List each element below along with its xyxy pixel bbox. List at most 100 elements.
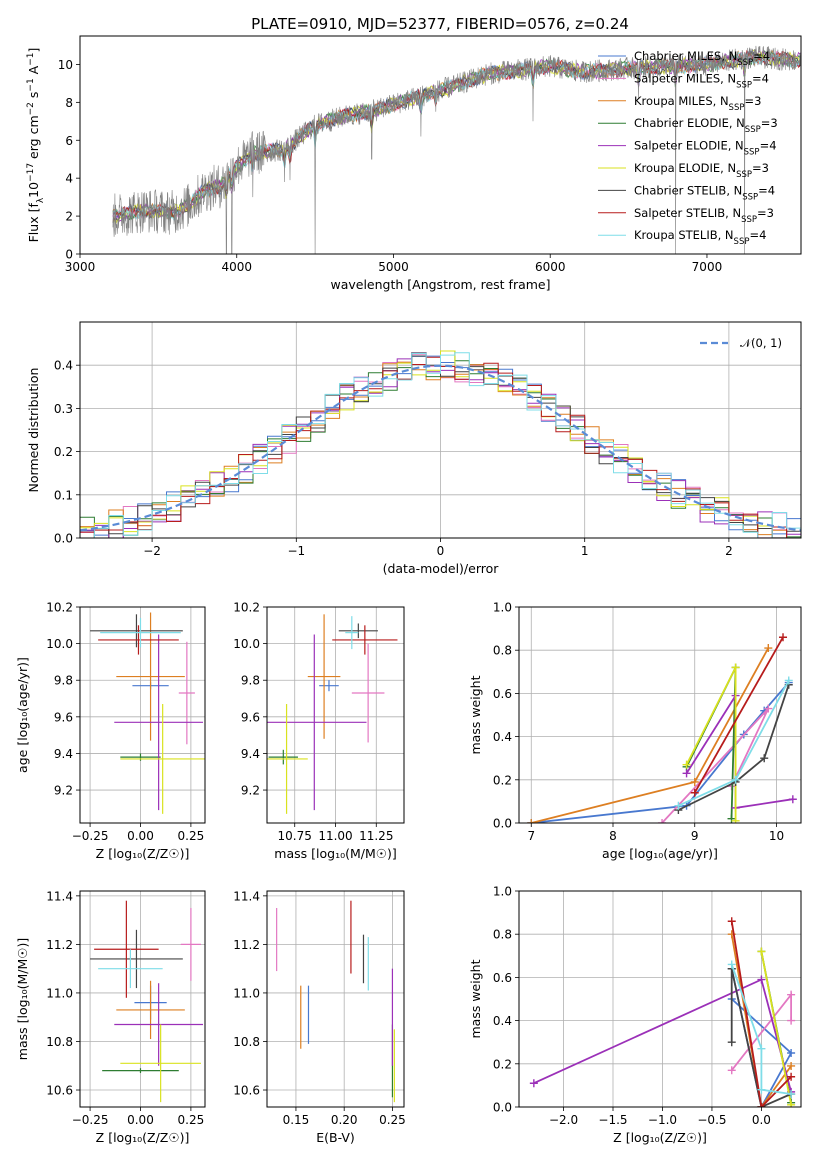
point-marker xyxy=(731,816,740,823)
y-axis-label-part: −17 xyxy=(26,163,36,182)
x-tick-label: 11.00 xyxy=(318,829,352,843)
legend-tail: =4 xyxy=(749,228,766,242)
x-tick-label: 0.25 xyxy=(379,1113,406,1127)
series-line xyxy=(760,951,792,1105)
errorbar-kroupa-miles xyxy=(307,614,341,739)
plot-area-mass-vs-Z xyxy=(80,891,205,1107)
x-tick-label: 5000 xyxy=(378,260,409,274)
errorbar-kroupa-miles xyxy=(116,980,185,1040)
axes-frame xyxy=(79,35,802,255)
legend-text: Salpeter MILES, N xyxy=(634,71,736,85)
series-line xyxy=(730,968,792,1107)
x-tick-label: 7000 xyxy=(692,260,723,274)
y-tick-label: 9.2 xyxy=(241,784,260,798)
errorbar-salpeter-elodie xyxy=(114,983,203,1066)
legend-tail: =4 xyxy=(753,49,770,63)
y-tick-label: 10.8 xyxy=(46,1035,73,1049)
panel-age-vs-Z: −0.25 0.00 0.25 9.2 9.4 9.6 9.8 10.0 10.2 Z [log₁… xyxy=(15,601,206,861)
legend-sub: SSP xyxy=(742,192,758,202)
errorbar-chabrier-stelib xyxy=(90,929,183,989)
plot-area-mass-weight-vs-Z xyxy=(519,891,801,1107)
errorbar-salpeter-elodie xyxy=(267,634,367,811)
axes-frame xyxy=(79,321,802,539)
x-tick-label: 6000 xyxy=(535,260,566,274)
x-axis-label: wavelength [Angstrom, rest frame] xyxy=(330,277,550,292)
errorbar-kroupa-stelib xyxy=(100,617,181,648)
legend-sub: SSP xyxy=(736,170,752,180)
point-marker xyxy=(757,975,766,984)
legend-sub: SSP xyxy=(736,80,752,90)
point-marker xyxy=(787,1049,796,1057)
point-marker xyxy=(727,1038,736,1047)
y-tick-label: 0.2 xyxy=(54,445,73,459)
x-axis-label: mass [log₁₀(M/M☉)] xyxy=(274,846,396,861)
errorbar-chabrier-miles xyxy=(319,680,339,692)
errorbar-salpeter-miles xyxy=(180,907,201,981)
y-tick-label: 4 xyxy=(65,172,73,186)
y-tick-label: 10.2 xyxy=(46,601,73,615)
y-axis-label: Flux [fλ10−17 erg cm−2 s−1 A−1] xyxy=(26,48,46,243)
y-axis-label-part: Flux [f xyxy=(26,203,41,243)
x-tick-label: 9 xyxy=(691,829,699,843)
x-axis-label: (data-model)/error xyxy=(383,561,500,576)
y-tick-label: 9.8 xyxy=(54,674,73,688)
y-tick-label: 0.4 xyxy=(493,730,512,744)
plot-area-age-vs-mass xyxy=(267,607,404,823)
legend-sub: SSP xyxy=(745,125,761,135)
series-line xyxy=(730,921,792,1107)
series-line xyxy=(678,684,790,811)
errorbar-kroupa-miles xyxy=(116,612,185,741)
y-tick-label: 11.0 xyxy=(233,986,260,1000)
point-marker xyxy=(731,663,740,672)
errorbar-chabrier-elodie xyxy=(102,1068,179,1074)
point-marker xyxy=(727,960,736,969)
y-tick-label: 11.0 xyxy=(46,986,73,1000)
y-tick-label: 0 xyxy=(65,248,73,262)
panel-mass-vs-Z: −0.25 0.00 0.25 10.6 10.8 11.0 11.2 11.4 Z [log₁… xyxy=(15,889,206,1145)
point-marker xyxy=(727,917,736,926)
point-marker xyxy=(757,1085,766,1094)
plot-area-spectrum xyxy=(112,45,801,254)
legend-sub: SSP xyxy=(741,215,757,225)
y-tick-label: 10.0 xyxy=(233,637,260,651)
axes-frame xyxy=(518,606,802,824)
y-axis-label-part: −1 xyxy=(26,78,36,91)
plot-area-mass-weight-vs-age xyxy=(519,607,801,823)
panel-mass-weight-vs-Z: −2.0 −1.5 −1.0 −0.5 0.0 0.0 0.2 0.4 0.6 0.8 1.0 Z [… xyxy=(468,885,802,1145)
x-tick-label: 10.75 xyxy=(278,829,312,843)
legend-label: Kroupa MILES, NSSP=3 xyxy=(634,94,761,113)
legend-tail: =4 xyxy=(758,183,775,197)
legend-label: Salpeter MILES, NSSP=4 xyxy=(634,71,769,90)
point-marker xyxy=(658,819,667,823)
legend-tail: =3 xyxy=(752,161,769,175)
y-tick-label: 11.4 xyxy=(46,889,73,903)
legend-sub: SSP xyxy=(737,58,753,68)
normal-curve xyxy=(80,364,801,532)
y-tick-label: 6 xyxy=(65,134,73,148)
series-kroupa-miles xyxy=(527,644,773,823)
point-marker xyxy=(779,633,788,642)
y-tick-label: 10.6 xyxy=(233,1084,260,1098)
y-axis-label-part: s xyxy=(26,92,41,103)
errorbar-chabrier-elodie xyxy=(268,749,298,765)
x-tick-label: 0.00 xyxy=(127,829,154,843)
y-tick-label: 10 xyxy=(58,58,73,72)
legend-label: Chabrier MILES, NSSP=4 xyxy=(634,49,770,68)
x-tick-label: 0.20 xyxy=(331,1113,358,1127)
point-marker xyxy=(731,775,740,784)
spectrum-line xyxy=(112,45,801,254)
x-tick-label: −0.5 xyxy=(697,1113,726,1127)
y-tick-label: 0.6 xyxy=(493,971,512,985)
point-marker xyxy=(682,760,691,769)
series-line xyxy=(693,636,784,794)
series-kroupa-elodie xyxy=(682,663,740,823)
y-tick-label: 9.4 xyxy=(54,747,73,761)
y-tick-label: 10.0 xyxy=(46,637,73,651)
point-marker xyxy=(727,814,736,823)
y-tick-label: 0.3 xyxy=(54,402,73,416)
point-marker xyxy=(727,1066,736,1075)
legend-label: Salpeter ELODIE, NSSP=4 xyxy=(634,139,777,158)
y-tick-label: 0.0 xyxy=(493,817,512,831)
point-marker xyxy=(787,1090,796,1099)
panel-spectrum: 3000 4000 5000 6000 7000 0 2 4 6 8 10 wavelength [A… xyxy=(26,35,802,292)
